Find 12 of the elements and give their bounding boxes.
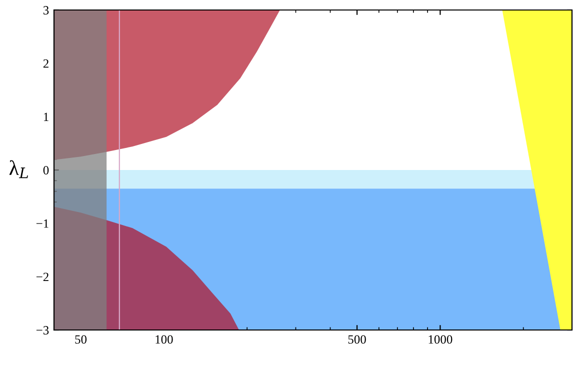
- x-tick-label: 1000: [428, 335, 452, 344]
- y-tick-label: 1: [44, 112, 48, 122]
- y-tick-label: −3: [36, 326, 49, 334]
- y-axis-title: λ$_{L}$: [9, 160, 28, 178]
- y-tick-label: 2: [43, 59, 48, 68]
- y-tick-label: −1: [36, 219, 48, 228]
- x-tick-label: 50: [75, 335, 87, 344]
- x-tick-label: 500: [348, 335, 366, 344]
- y-tick-label: 0: [43, 166, 49, 174]
- y-tick-label: 3: [43, 6, 49, 14]
- y-tick-label: −2: [36, 272, 48, 282]
- x-tick-label: 100: [156, 335, 173, 344]
